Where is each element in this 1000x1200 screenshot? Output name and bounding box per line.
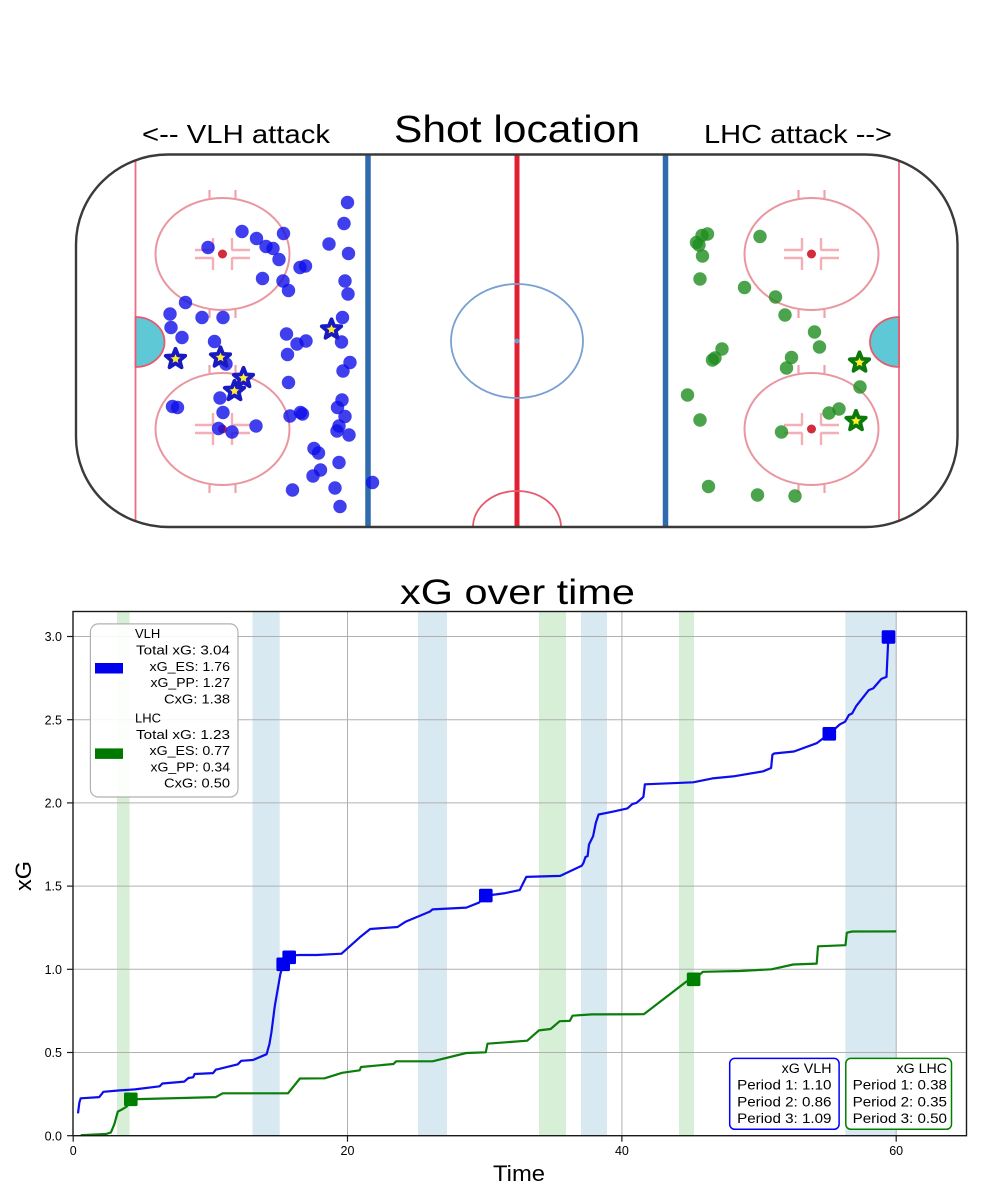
svg-text:xG_ES: 1.76: xG_ES: 1.76 [150,659,231,674]
svg-text:Period 3: 0.50: Period 3: 0.50 [853,1111,947,1126]
svg-text:Period 3: 1.09: Period 3: 1.09 [737,1111,831,1126]
svg-text:Period 1: 1.10: Period 1: 1.10 [737,1078,831,1093]
svg-text:xG over time: xG over time [400,573,635,612]
svg-text:VLH: VLH [135,626,160,641]
svg-text:xG: xG [11,861,36,891]
svg-text:1.0: 1.0 [45,963,62,977]
svg-text:CxG: 1.38: CxG: 1.38 [164,691,230,706]
svg-text:1.5: 1.5 [45,880,62,894]
svg-text:0.5: 0.5 [45,1046,62,1060]
svg-text:LHC attack -->: LHC attack --> [704,119,892,149]
svg-text:Total xG: 3.04: Total xG: 3.04 [136,643,230,658]
svg-text:40: 40 [615,1144,629,1158]
svg-text:Total xG: 1.23: Total xG: 1.23 [136,727,230,742]
svg-text:Time: Time [493,1161,545,1186]
svg-text:3.0: 3.0 [45,630,62,644]
svg-text:60: 60 [889,1144,903,1158]
svg-text:xG_ES: 0.77: xG_ES: 0.77 [150,743,231,758]
svg-text:2.0: 2.0 [45,797,62,811]
svg-text:Period 1: 0.38: Period 1: 0.38 [853,1078,947,1093]
svg-text:CxG: 0.50: CxG: 0.50 [164,776,230,791]
svg-text:<-- VLH attack: <-- VLH attack [142,119,331,149]
svg-text:20: 20 [341,1144,355,1158]
svg-text:0: 0 [70,1144,77,1158]
svg-text:Shot location: Shot location [394,109,640,151]
svg-text:Period 2: 0.86: Period 2: 0.86 [737,1094,831,1109]
svg-text:LHC: LHC [135,711,161,726]
svg-text:xG VLH: xG VLH [782,1061,832,1076]
svg-text:xG_PP: 1.27: xG_PP: 1.27 [151,675,231,690]
svg-text:0.0: 0.0 [45,1129,62,1143]
svg-text:xG_PP: 0.34: xG_PP: 0.34 [151,759,231,774]
svg-text:Period 2: 0.35: Period 2: 0.35 [853,1094,947,1109]
svg-text:xG LHC: xG LHC [897,1061,948,1076]
svg-text:2.5: 2.5 [45,713,62,727]
